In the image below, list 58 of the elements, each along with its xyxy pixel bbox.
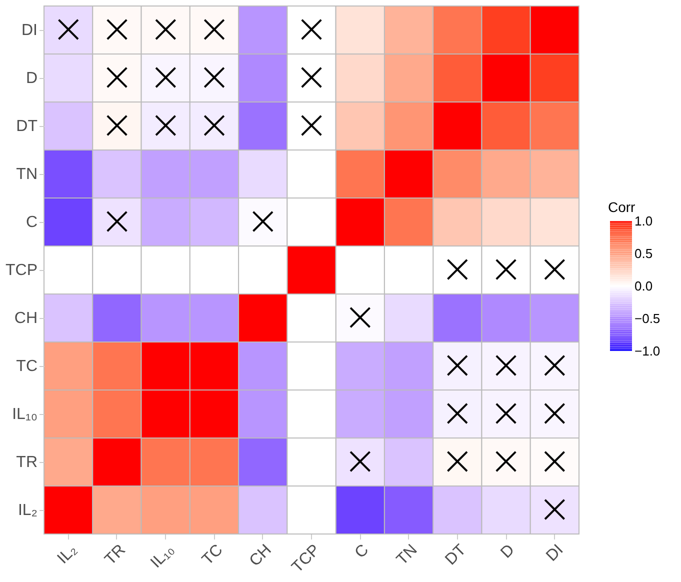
data-label: × [489, 246, 523, 292]
data-label: × [197, 102, 231, 148]
data-label: × [489, 342, 523, 388]
data-label: × [489, 438, 523, 484]
y-tick-label: TC [16, 358, 38, 375]
y-tick-label: D [26, 70, 38, 87]
data-label: × [100, 198, 134, 244]
data-label: × [52, 6, 86, 52]
x-tick-label: IL₂ [54, 542, 80, 568]
y-tick-label: CH [14, 310, 38, 327]
x-tick-label: TCP [288, 542, 324, 576]
data-label: × [294, 6, 328, 52]
data-label: × [100, 6, 134, 52]
data-label: × [100, 54, 134, 100]
y-tick-label: DI [22, 22, 38, 39]
data-label: × [197, 54, 231, 100]
legend-title: Corr [608, 199, 636, 215]
x-tick-label: TC [199, 542, 226, 569]
data-label: × [538, 390, 572, 436]
data-label: × [100, 102, 134, 148]
data-label: × [538, 246, 572, 292]
y-tick-label: IL₂ [18, 502, 38, 519]
y-tick-label: DT [16, 118, 38, 135]
data-label: × [148, 6, 182, 52]
data-label: × [343, 438, 377, 484]
data-label: × [440, 342, 474, 388]
data-label: × [197, 6, 231, 52]
y-tick-label: C [26, 214, 38, 231]
y-tick-label: IL₁₀ [12, 406, 38, 423]
data-label: × [440, 390, 474, 436]
color-bar-label: 0.0 [634, 278, 653, 294]
x-tick-label: C [352, 542, 372, 562]
data-label: × [538, 438, 572, 484]
x-tick-label: TR [102, 542, 129, 569]
color-bar-label: −0.5 [634, 311, 660, 326]
y-tick-label: TCP [6, 262, 38, 279]
x-tick-label: DI [543, 542, 567, 565]
data-label: × [294, 102, 328, 148]
y-tick-label: TR [16, 454, 38, 471]
data-label: × [489, 390, 523, 436]
data-label: × [440, 438, 474, 484]
color-bar-label: 1.0 [634, 214, 653, 228]
x-tick-label: D [498, 542, 518, 562]
data-label: × [538, 342, 572, 388]
color-bar-label: 0.5 [634, 246, 653, 261]
color-bar-label: −1.0 [634, 344, 660, 358]
x-tick-label: IL₁₀ [148, 542, 178, 572]
data-label: × [440, 246, 474, 292]
y-tick-label: TN [16, 166, 38, 183]
data-label: × [246, 198, 280, 244]
data-label: × [343, 294, 377, 340]
data-label: × [294, 54, 328, 100]
data-label: × [148, 54, 182, 100]
data-label: × [148, 102, 182, 148]
x-tick-label: DT [442, 541, 470, 569]
data-label: × [538, 486, 572, 532]
x-tick-label: CH [246, 542, 275, 570]
x-tick-label: TN [394, 542, 421, 569]
